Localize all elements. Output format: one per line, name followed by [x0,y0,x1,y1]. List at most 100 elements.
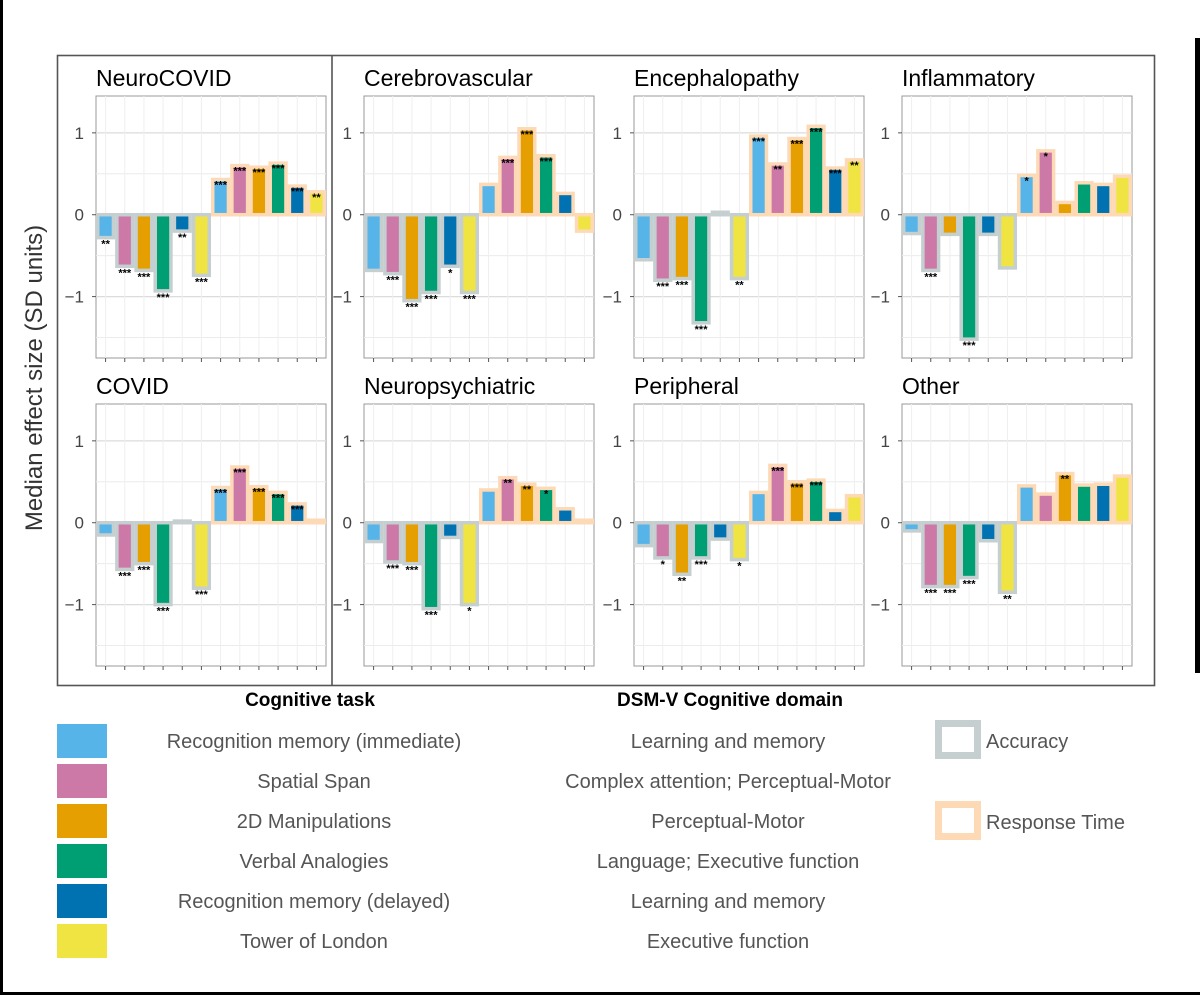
bar-rt-4 [1074,483,1094,525]
bar-rt-3 [249,484,269,525]
legend-swatch [57,924,107,958]
bar-rt-6 [1112,474,1133,525]
significance-stars: ** [773,164,782,176]
y-tick-label: 0 [613,514,622,533]
bar-accuracy-3 [672,520,692,577]
figure-frame-left [0,0,3,995]
bar-accuracy-2 [653,520,673,560]
bar-rt-2 [768,162,788,217]
significance-stars: *** [943,588,957,600]
bar-rt-3 [517,482,537,525]
panel-title: Cerebrovascular [364,65,533,91]
y-tick-label: 1 [613,432,622,451]
bar-rt-5 [555,507,575,525]
legend-domain-label: Complex attention; Perceptual-Motor [565,771,891,793]
bar-accuracy-4 [691,520,711,560]
bar-accuracy-6 [729,212,750,281]
bar-rt-6 [574,212,595,233]
bar-accuracy-1 [95,520,116,537]
y-tick-label: −1 [65,596,84,615]
bar-accuracy-4 [421,520,441,611]
y-tick-label: 0 [343,206,352,225]
y-tick-label: 0 [613,206,622,225]
y-tick-label: 0 [75,514,84,533]
bar-accuracy-6 [191,520,212,590]
bar-accuracy-1 [633,520,654,548]
significance-stars: *** [386,275,400,287]
bar-rt-6 [306,518,327,525]
legend-outline-swatch [935,720,981,759]
panel-title: COVID [96,373,169,399]
bar-accuracy-1 [901,212,922,236]
significance-stars: ** [101,239,110,251]
significance-stars: * [544,488,549,500]
significance-stars: *** [137,565,151,577]
significance-stars: *** [810,126,824,138]
panel-title: Inflammatory [902,65,1035,91]
significance-stars: * [467,606,472,618]
significance-stars: *** [695,559,709,571]
significance-stars: *** [963,579,977,591]
bar-rt-1 [748,490,769,525]
bar-rt-2 [768,463,788,525]
bar-rt-3 [1055,200,1075,217]
panel-title: Other [902,373,960,399]
legend-task-label: Recognition memory (immediate) [166,731,462,753]
panel-title: Encephalopathy [634,65,799,91]
bar-accuracy-5 [978,520,998,543]
bar-rt-5 [1093,482,1113,525]
figure-frame-bottom [0,992,1200,995]
bar-accuracy-6 [997,212,1018,270]
bar-rt-5 [825,166,845,217]
bar-accuracy-6 [729,520,750,562]
bar-accuracy-2 [921,520,941,589]
bar-accuracy-5 [172,212,192,233]
significance-stars: ** [178,232,187,244]
legend-domain-header: DSM-V Cognitive domain [617,690,843,711]
bar-rt-2 [1036,492,1056,525]
bar-rt-5 [825,508,845,525]
bar-rt-4 [536,154,556,217]
significance-stars: *** [405,302,419,314]
bar-accuracy-5 [710,210,730,217]
bar-rt-5 [287,502,307,525]
significance-stars: *** [272,163,286,175]
legend-domain-label: Perceptual-Motor [651,811,805,833]
bar-rt-1 [478,488,499,525]
significance-stars: *** [425,610,439,622]
bar-accuracy-4 [421,212,441,295]
bar-rt-2 [498,475,518,525]
bar-accuracy-3 [940,212,960,237]
y-tick-label: 1 [343,124,352,143]
significance-stars: *** [810,480,824,492]
legend-swatch [57,804,107,838]
bar-rt-6 [306,190,327,217]
significance-stars: *** [790,482,804,494]
bar-rt-3 [787,480,807,525]
y-tick-label: −1 [871,596,890,615]
legend-task-header: Cognitive task [245,690,375,711]
panel-title: NeuroCOVID [96,65,231,91]
bar-rt-5 [1093,182,1113,217]
bar-accuracy-5 [978,212,998,237]
legend-task-label: Recognition memory (delayed) [177,891,451,913]
legend-outline-swatch [935,801,981,840]
significance-stars: *** [214,488,228,500]
bar-rt-1 [1016,173,1037,217]
legend-task-label: Spatial Span [257,771,371,793]
bar-accuracy-6 [459,212,480,295]
significance-stars: *** [695,324,709,336]
figure-frame-right [1195,38,1200,673]
significance-stars: *** [752,136,766,148]
bar-rt-6 [574,518,595,525]
bar-accuracy-4 [691,212,711,325]
significance-stars: *** [425,294,439,306]
legend-outline-label: Response Time [986,812,1125,834]
panel-covid: 1 0 −1 COVID *** *** *** *** *** *** *** *** *** [65,373,327,670]
significance-stars: * [1024,175,1029,187]
significance-stars: *** [540,156,554,168]
